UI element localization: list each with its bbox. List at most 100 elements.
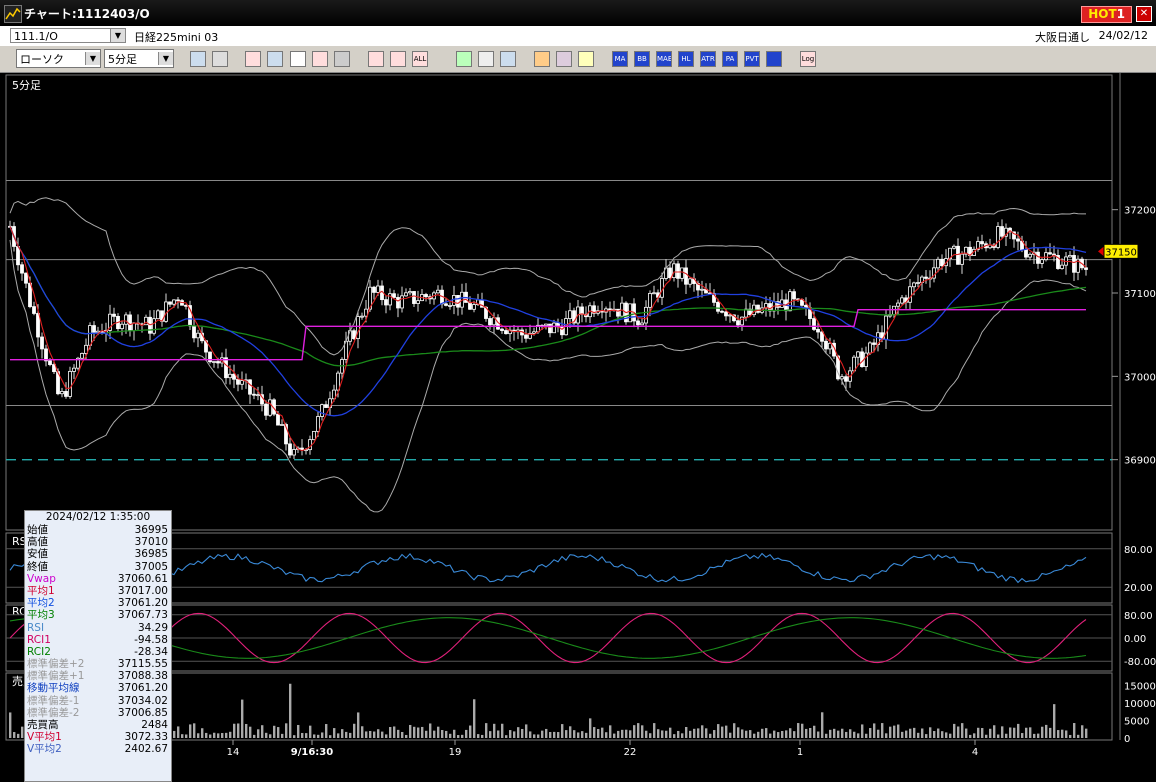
volume-bar	[841, 728, 844, 738]
hot-button[interactable]: HOT1	[1081, 6, 1132, 23]
atr-icon[interactable]: ATR	[700, 51, 716, 67]
volume-bar	[829, 729, 832, 738]
volume-bar	[453, 729, 456, 738]
candle-body	[424, 294, 428, 298]
data-window-row: 平均1 37017.00	[25, 585, 171, 597]
candle-body	[1028, 253, 1032, 258]
candle-body	[368, 286, 372, 310]
data-window-value: 37017.00	[117, 584, 168, 597]
candle-body	[1004, 227, 1008, 237]
data-window-value: 37067.73	[117, 609, 168, 622]
data-window-row: RSI 34.29	[25, 622, 171, 634]
candle-body	[1056, 255, 1060, 269]
candle-body	[936, 258, 940, 269]
candle-body	[360, 315, 364, 318]
symbol-select[interactable]: 111.1/O ▼	[10, 28, 126, 43]
chart-svg[interactable]: 5分足RSIRCI売買高372003710037000369003715080.…	[0, 73, 1156, 760]
volume-bar	[201, 728, 204, 738]
ma-icon[interactable]: MA	[612, 51, 628, 67]
market-session: 大阪日通し	[1035, 31, 1090, 44]
volume-bar	[177, 726, 180, 738]
palette-icon[interactable]	[578, 51, 594, 67]
data-window-key: 標準偏差-2	[27, 706, 80, 719]
period-select[interactable]: 5分足 ▼	[104, 49, 174, 68]
volume-bar	[837, 730, 840, 738]
export-icon[interactable]: Log	[800, 51, 816, 67]
candle-body	[908, 286, 912, 303]
volume-bar	[217, 733, 220, 738]
undo-icon[interactable]	[500, 51, 516, 67]
candle-body	[864, 352, 868, 368]
bar-icon[interactable]	[290, 51, 306, 67]
candle-body	[412, 291, 416, 304]
volume-bar	[913, 727, 916, 738]
pattern-icon[interactable]	[534, 51, 550, 67]
tool-icon[interactable]	[556, 51, 572, 67]
zoom-in-icon[interactable]	[368, 51, 384, 67]
data-window-key: RCI2	[27, 645, 51, 658]
candle-body	[720, 310, 724, 313]
candle-body	[912, 282, 916, 288]
grid-icon[interactable]	[212, 51, 228, 67]
volume-bar	[517, 727, 520, 738]
pvt-icon[interactable]: PVT	[744, 51, 760, 67]
chart-type-select[interactable]: ローソク ▼	[16, 49, 101, 68]
volume-bar	[781, 730, 784, 738]
volume-bar	[273, 725, 276, 738]
volume-bar	[853, 731, 856, 738]
info-icon[interactable]	[334, 51, 350, 67]
volume-bar	[401, 731, 404, 738]
data-window-row: 高値 37010	[25, 536, 171, 548]
volume-bar	[769, 733, 772, 738]
volume-bar	[729, 732, 732, 738]
volume-bar	[181, 734, 184, 738]
zoom-icon[interactable]	[190, 51, 206, 67]
search-icon[interactable]	[267, 51, 283, 67]
log-icon[interactable]	[766, 51, 782, 67]
hl-icon[interactable]: HL	[678, 51, 694, 67]
volume-bar	[457, 735, 460, 738]
volume-bar	[473, 699, 476, 738]
volume-bar	[589, 718, 592, 738]
price-tick-label: 37100	[1124, 289, 1156, 300]
chart-area[interactable]: 5分足RSIRCI売買高372003710037000369003715080.…	[0, 73, 1156, 782]
draw-icon[interactable]	[456, 51, 472, 67]
cursor-icon[interactable]	[478, 51, 494, 67]
volume-bar	[393, 726, 396, 738]
compare-icon[interactable]	[312, 51, 328, 67]
close-icon[interactable]: ✕	[1136, 6, 1152, 22]
volume-bar	[345, 731, 348, 738]
chevron-down-icon[interactable]: ▼	[85, 52, 100, 65]
candle-body	[120, 323, 124, 330]
candle-body	[268, 399, 272, 416]
volume-bar	[1009, 727, 1012, 738]
volume-bar	[437, 726, 440, 738]
candle-body	[376, 285, 380, 293]
volume-bar	[849, 729, 852, 738]
volume-tick-label: 0	[1124, 734, 1130, 745]
volume-bar	[337, 733, 340, 738]
volume-bar	[257, 729, 260, 738]
all-icon[interactable]: ALL	[412, 51, 428, 67]
data-window-row: 終値 37005	[25, 561, 171, 573]
volume-bar	[1045, 724, 1048, 738]
candle-body	[508, 329, 512, 335]
candle-body	[640, 322, 644, 326]
candle-body	[916, 282, 920, 284]
data-window-value: 3072.33	[124, 731, 168, 744]
candle-body	[988, 244, 992, 249]
volume-bar	[653, 723, 656, 738]
volume-bar	[909, 728, 912, 738]
vwap-line	[10, 308, 1086, 361]
mae-icon[interactable]: MAE	[656, 51, 672, 67]
data-window-value: 37061.20	[117, 682, 168, 695]
pan-icon[interactable]	[245, 51, 261, 67]
chevron-down-icon[interactable]: ▼	[158, 52, 173, 65]
zoom-out-icon[interactable]	[390, 51, 406, 67]
para-icon[interactable]: PA RA	[722, 51, 738, 67]
candle-body	[408, 291, 412, 294]
chevron-down-icon[interactable]: ▼	[110, 29, 125, 42]
bb-icon[interactable]: BB	[634, 51, 650, 67]
volume-bar	[405, 734, 408, 738]
candle-body	[20, 264, 24, 274]
